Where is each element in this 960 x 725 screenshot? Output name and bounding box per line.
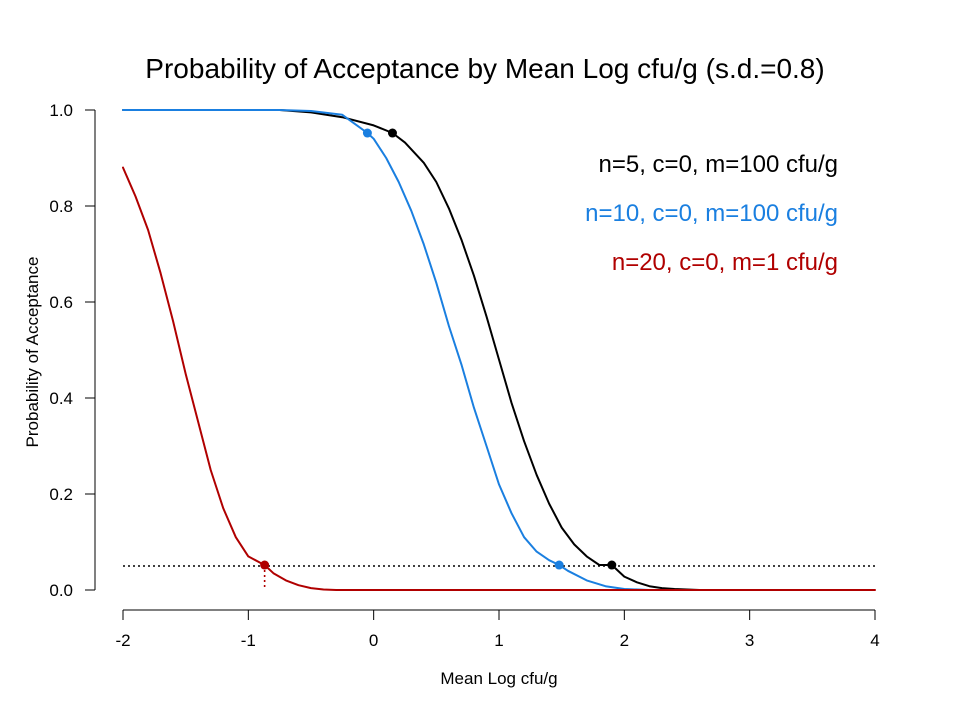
series-lines [122,109,876,591]
y-tick-label: 0.4 [49,389,73,408]
data-marker [260,560,270,570]
data-marker [387,128,397,138]
data-marker [607,560,617,570]
axes: -2 -1 0 1 2 3 4 0.0 0.2 0.4 0.6 0.8 1.0 [49,101,879,650]
point-markers [260,128,617,590]
series-line-1 [122,109,701,591]
data-marker [362,128,372,138]
legend-entry-2: n=10, c=0, m=100 cfu/g [585,200,838,227]
x-tick-label: 4 [870,631,879,650]
y-tick-label: 0.0 [49,581,73,600]
y-tick-label: 1.0 [49,101,73,120]
x-tick-label: 3 [745,631,754,650]
x-tick-label: -2 [115,631,130,650]
x-tick-label: -1 [241,631,256,650]
y-tick-label: 0.6 [49,293,73,312]
x-tick-label: 2 [620,631,629,650]
y-tick-label: 0.2 [49,485,73,504]
x-axis-label: Mean Log cfu/g [440,669,557,688]
x-tick-label: 1 [494,631,503,650]
y-axis-label: Probability of Acceptance [23,257,42,448]
series-line-3 [122,166,876,591]
legend-entry-3: n=20, c=0, m=1 cfu/g [612,249,838,276]
series-line-2 [122,109,651,591]
chart-title: Probability of Acceptance by Mean Log cf… [145,53,824,84]
x-tick-label: 0 [369,631,378,650]
legend-entry-1: n=5, c=0, m=100 cfu/g [599,151,839,178]
y-tick-label: 0.8 [49,197,73,216]
legend: n=5, c=0, m=100 cfu/g n=10, c=0, m=100 cf… [585,151,838,276]
data-marker [554,560,564,570]
